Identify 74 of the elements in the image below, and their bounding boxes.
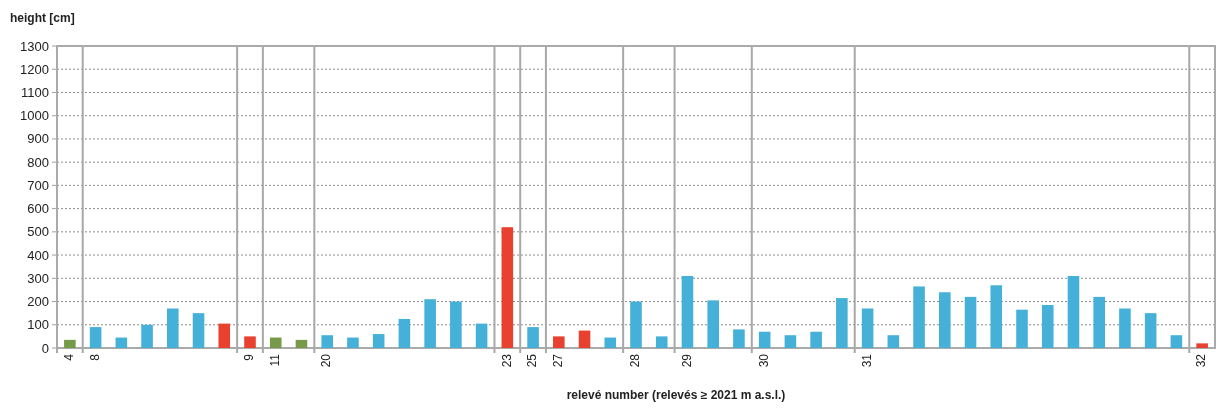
bar <box>1016 309 1028 348</box>
bar <box>913 286 925 348</box>
bar <box>347 337 359 348</box>
bar <box>192 313 205 348</box>
bar <box>733 329 745 348</box>
bar <box>244 336 256 348</box>
bar <box>372 334 385 348</box>
bar <box>450 301 462 348</box>
y-tick-label: 1000 <box>20 108 49 124</box>
bar <box>269 337 282 348</box>
bar <box>681 275 694 348</box>
bar <box>707 300 719 348</box>
x-tick-label: 8 <box>87 353 102 361</box>
x-tick-label: 4 <box>62 353 77 361</box>
bar <box>64 339 76 348</box>
bar <box>939 292 951 348</box>
bar <box>1119 308 1131 348</box>
x-tick-label: 30 <box>756 353 771 368</box>
y-tick-label: 500 <box>27 224 49 240</box>
y-tick-label: 1100 <box>21 85 49 101</box>
bar <box>398 318 411 348</box>
bar <box>964 296 977 348</box>
bar <box>527 327 539 348</box>
bar <box>887 335 900 348</box>
bar <box>295 339 308 348</box>
y-tick-label: 1300 <box>20 38 49 54</box>
bar <box>167 308 179 348</box>
bar <box>836 298 848 348</box>
x-tick-label: 20 <box>319 353 334 368</box>
y-tick-label: 300 <box>27 270 49 286</box>
bar <box>501 227 514 348</box>
bar <box>424 299 436 348</box>
bar <box>1144 313 1157 348</box>
y-tick-label: 800 <box>27 154 49 170</box>
bar <box>784 335 797 348</box>
y-tick-label: 900 <box>27 131 49 147</box>
bar <box>1196 343 1208 348</box>
bar <box>1170 335 1183 348</box>
bar <box>990 285 1003 348</box>
bar <box>758 331 771 348</box>
x-tick-label: 25 <box>525 353 540 368</box>
x-tick-label: 11 <box>267 353 282 367</box>
x-tick-label: 28 <box>628 353 643 368</box>
bar <box>475 323 488 348</box>
y-tick-label: 1200 <box>20 61 49 77</box>
bar <box>604 337 617 348</box>
bar <box>1067 275 1080 348</box>
bar <box>810 331 822 348</box>
bar <box>578 330 591 348</box>
y-tick-label: 200 <box>27 294 49 310</box>
bar <box>630 301 642 348</box>
bar <box>1093 296 1105 348</box>
y-tick-label: 700 <box>27 177 49 193</box>
bar <box>141 324 153 348</box>
x-tick-label: 32 <box>1194 353 1209 368</box>
bar <box>115 337 128 348</box>
x-tick-label: 23 <box>499 353 514 368</box>
bar <box>861 308 874 348</box>
bar <box>218 323 231 348</box>
y-axis-title: height [cm] <box>10 11 75 25</box>
x-axis-title: relevé number (relevés ≥ 2021 m a.s.l.) <box>566 388 786 402</box>
y-tick-label: 0 <box>41 340 49 356</box>
bar <box>553 336 565 348</box>
bar <box>89 327 102 348</box>
y-tick-label: 100 <box>27 317 49 333</box>
bar <box>655 336 668 348</box>
x-tick-label: 29 <box>679 353 694 368</box>
y-tick-label: 400 <box>27 247 49 263</box>
x-tick-label: 9 <box>242 353 257 361</box>
x-tick-label: 31 <box>859 353 874 368</box>
bar <box>1041 305 1054 348</box>
y-tick-label: 600 <box>27 201 49 217</box>
x-tick-label: 27 <box>551 353 565 368</box>
bar <box>321 335 333 348</box>
